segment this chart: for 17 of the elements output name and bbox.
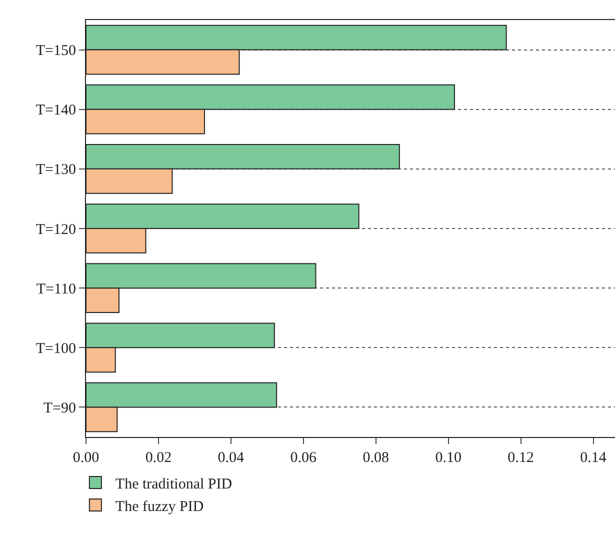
legend-label: The traditional PID [115,476,232,492]
y-tick-label: T=140 [36,102,76,119]
y-tick-label: T=130 [36,162,76,178]
legend-label: The fuzzy PID [115,498,204,515]
x-tick-label: 0.10 [435,450,462,466]
y-tick-label: T=120 [36,222,76,238]
x-tick-label: 0.02 [145,450,172,466]
x-tick-label: 0.00 [72,450,100,466]
y-tick-label: T=150 [36,43,76,60]
y-tick-label: T=90 [43,400,76,416]
x-tick-label: 0.12 [508,450,534,466]
y-tick-label: T=110 [36,281,76,298]
y-tick-label: T=100 [36,340,76,357]
x-tick-label: 0.08 [362,450,389,466]
x-tick-label: 0.14 [580,450,607,466]
x-tick-label: 0.06 [290,450,318,466]
x-tick-label: 0.04 [218,450,245,466]
